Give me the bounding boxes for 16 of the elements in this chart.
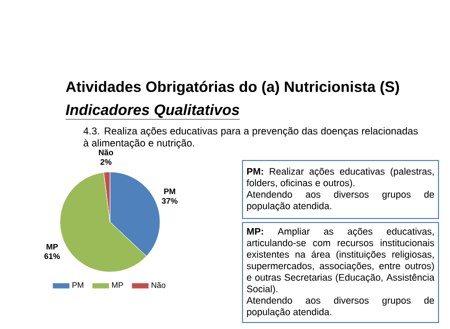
data-label: 37%	[162, 198, 178, 204]
text: PM: Realizar ações educativas (palestras, folders, oficinas e outros).	[246, 168, 434, 188]
legend-label: Não	[152, 282, 166, 288]
slice-label: PM	[164, 188, 176, 194]
text: MP: Ampliar as ações educativas, articulando-se com recursos institucionais existentes na área (instituições religiosas, supermercados, associações, entre outros) e outras Secretarias (Educação, Assistência Social).	[246, 228, 434, 294]
slice-label: Não	[98, 149, 114, 156]
text: Atividades Obrigatórias do (a) Nutricionista (S)	[66, 80, 399, 96]
legend-label: PM	[72, 282, 84, 288]
data-label: 2%	[100, 159, 112, 165]
text: Atendendo aos diversos grupos de população atendida.	[246, 190, 434, 212]
slice-label: MP	[46, 244, 58, 250]
chart-subtitle: Indicadores Qualitativos	[66, 104, 240, 118]
data-label: 61%	[44, 253, 60, 260]
text: 4.3. Realiza ações educativas para a prevenção das doenças relacionadas à alimentação e nutrição.	[83, 127, 418, 149]
text: Atendendo aos diversos grupos de população atendida.	[246, 296, 434, 318]
legend-label: MP	[112, 282, 124, 288]
